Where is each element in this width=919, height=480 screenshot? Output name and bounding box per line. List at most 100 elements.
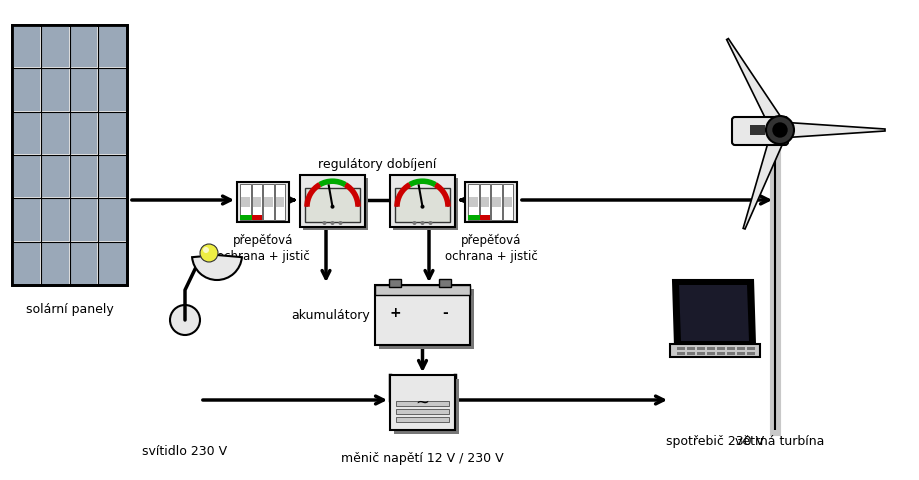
Text: měnič napětí 12 V / 230 V: měnič napětí 12 V / 230 V (341, 452, 504, 465)
Bar (41, 113, 69, 154)
Bar (71, 113, 97, 154)
FancyBboxPatch shape (732, 117, 788, 145)
Bar (670, 344, 760, 357)
Bar (41, 243, 69, 284)
Bar (13, 69, 40, 111)
Polygon shape (673, 280, 755, 345)
Bar (13, 113, 40, 154)
Bar (241, 197, 249, 207)
Bar (465, 182, 517, 222)
Bar (395, 188, 450, 222)
Circle shape (170, 305, 200, 335)
Bar (439, 279, 451, 287)
Bar (252, 184, 262, 220)
FancyBboxPatch shape (303, 178, 368, 230)
Circle shape (421, 221, 425, 225)
Bar (469, 197, 478, 207)
Bar (737, 352, 745, 355)
Bar (12, 25, 127, 285)
Bar (396, 417, 449, 422)
Circle shape (421, 204, 425, 209)
Text: větrná turbína: větrná turbína (735, 435, 824, 448)
Bar (687, 352, 695, 355)
Bar (396, 409, 449, 414)
Bar (13, 26, 40, 67)
Bar (697, 347, 705, 350)
Bar (394, 379, 459, 434)
Bar (253, 197, 261, 207)
Bar (750, 125, 765, 135)
Bar (396, 401, 449, 406)
Text: akumulátory: akumulátory (291, 309, 370, 322)
Bar (677, 347, 685, 350)
Bar (727, 352, 735, 355)
Circle shape (203, 247, 209, 253)
Bar (491, 184, 502, 220)
Text: přepěťová
ochrana + jistič: přepěťová ochrana + jistič (445, 234, 538, 263)
Polygon shape (679, 285, 749, 341)
FancyBboxPatch shape (300, 175, 365, 227)
Bar (240, 215, 261, 220)
Bar (99, 199, 126, 240)
Bar (492, 197, 501, 207)
Polygon shape (780, 122, 885, 138)
Circle shape (323, 221, 326, 225)
Bar (504, 197, 512, 207)
Wedge shape (192, 255, 242, 280)
Circle shape (428, 221, 433, 225)
Bar (41, 156, 69, 197)
Bar (71, 199, 97, 240)
Bar (481, 197, 489, 207)
Bar (480, 184, 490, 220)
Bar (737, 347, 745, 350)
Text: regulátory dobíjení: regulátory dobíjení (318, 158, 437, 171)
Bar (375, 285, 470, 345)
Text: přepěťová
ochrana + jistič: přepěťová ochrana + jistič (217, 234, 310, 263)
Bar (390, 375, 455, 430)
Bar (41, 199, 69, 240)
Circle shape (766, 116, 794, 144)
Bar (71, 243, 97, 284)
Bar (13, 243, 40, 284)
Circle shape (338, 221, 343, 225)
Bar (99, 156, 126, 197)
Bar (503, 184, 513, 220)
Bar (13, 199, 40, 240)
Circle shape (331, 221, 335, 225)
Bar (727, 347, 735, 350)
Bar (375, 285, 470, 295)
Bar (99, 69, 126, 111)
Bar (71, 69, 97, 111)
Bar (677, 352, 685, 355)
Bar (99, 26, 126, 67)
Text: solární panely: solární panely (26, 303, 113, 316)
Bar (305, 188, 360, 222)
Circle shape (331, 204, 335, 209)
Bar (480, 215, 490, 220)
Bar (237, 182, 289, 222)
FancyBboxPatch shape (390, 175, 455, 227)
Text: ~: ~ (415, 394, 429, 411)
FancyBboxPatch shape (393, 178, 458, 230)
Bar (99, 113, 126, 154)
Bar (41, 26, 69, 67)
Bar (707, 347, 715, 350)
Bar (389, 279, 401, 287)
Text: spotřebič 230 V: spotřebič 230 V (666, 435, 764, 448)
Bar (717, 347, 725, 350)
Bar (275, 184, 285, 220)
Bar (13, 156, 40, 197)
Bar (468, 184, 479, 220)
Bar (468, 215, 489, 220)
Circle shape (200, 244, 218, 262)
Bar (717, 352, 725, 355)
Text: svítidlo 230 V: svítidlo 230 V (142, 445, 228, 458)
Bar (697, 352, 705, 355)
Bar (99, 243, 126, 284)
Text: +: + (389, 306, 401, 320)
Bar (747, 347, 755, 350)
Bar (12, 25, 127, 285)
Bar (707, 352, 715, 355)
Polygon shape (743, 127, 788, 229)
Bar (747, 352, 755, 355)
